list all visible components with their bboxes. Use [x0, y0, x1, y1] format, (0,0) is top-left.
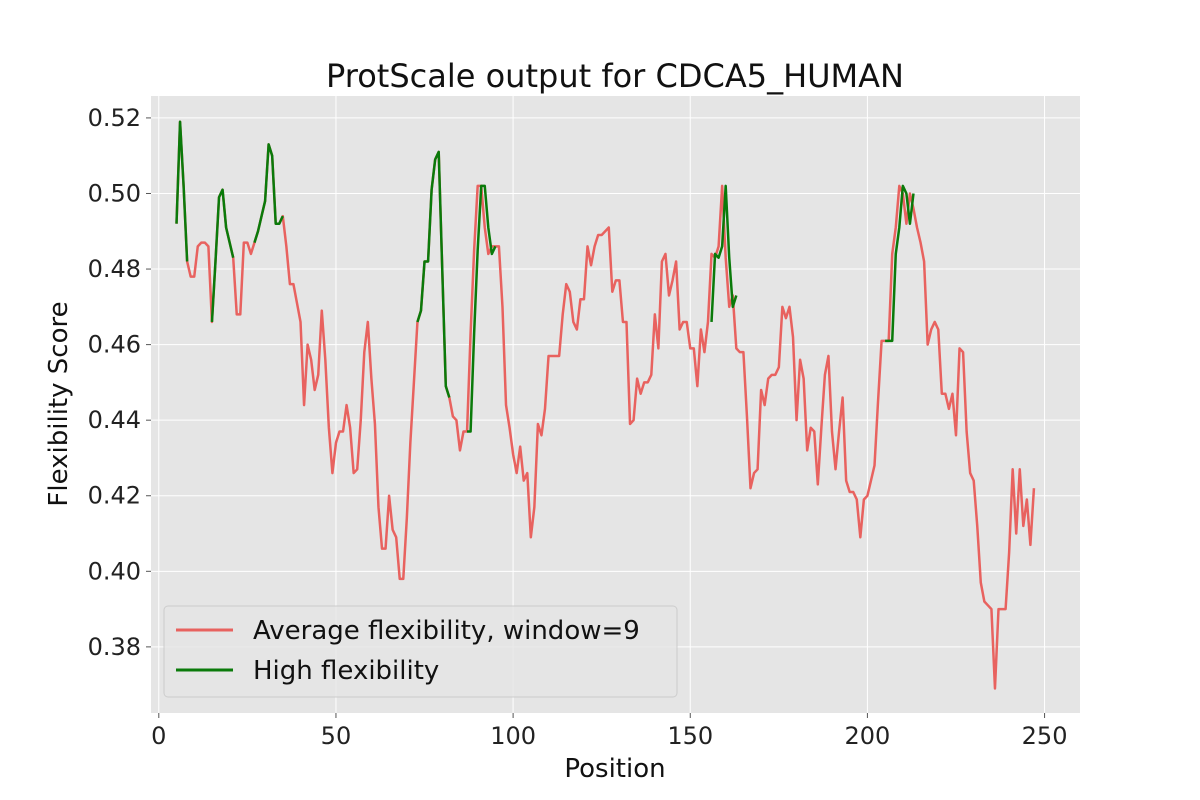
x-tick-label: 0 — [151, 722, 166, 750]
y-tick-label: 0.40 — [88, 557, 141, 585]
chart-title: ProtScale output for CDCA5_HUMAN — [326, 57, 904, 95]
y-tick-label: 0.50 — [88, 179, 141, 207]
x-tick-label: 250 — [1022, 722, 1068, 750]
y-tick-label: 0.38 — [88, 633, 141, 661]
y-tick-label: 0.48 — [88, 255, 141, 283]
x-axis-label: Position — [564, 754, 665, 784]
x-tick-label: 100 — [490, 722, 536, 750]
legend-label-high: High flexibility — [253, 656, 439, 686]
legend: Average flexibility, window=9 High flexi… — [164, 606, 677, 697]
y-tick-label: 0.42 — [88, 482, 141, 510]
y-tick-label: 0.52 — [88, 104, 141, 132]
x-tick-label: 200 — [845, 722, 891, 750]
y-tick-label: 0.44 — [88, 406, 141, 434]
x-tick-label: 50 — [321, 722, 352, 750]
y-tick-label: 0.46 — [88, 331, 141, 359]
x-tick-label: 150 — [667, 722, 713, 750]
legend-label-average: Average flexibility, window=9 — [253, 616, 640, 646]
y-axis-label: Flexibility Score — [44, 301, 74, 506]
